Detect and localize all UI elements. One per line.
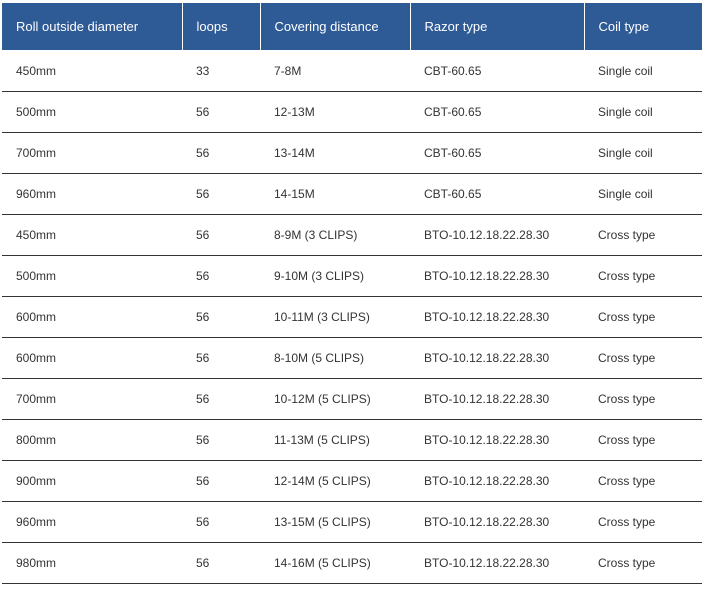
table-cell: 500mm — [2, 256, 182, 297]
table-cell: 33 — [182, 51, 260, 92]
table-cell: 450mm — [2, 51, 182, 92]
table-cell: 56 — [182, 256, 260, 297]
table-cell: BTO-10.12.18.22.28.30 — [410, 215, 584, 256]
table-cell: 800mm — [2, 420, 182, 461]
table-cell: 56 — [182, 461, 260, 502]
table-row: 960mm5614-15MCBT-60.65Single coil — [2, 174, 702, 215]
table-cell: Single coil — [584, 51, 702, 92]
table-cell: Cross type — [584, 543, 702, 584]
table-cell: 500mm — [2, 92, 182, 133]
table-cell: 600mm — [2, 297, 182, 338]
spec-table: Roll outside diameter loops Covering dis… — [2, 2, 702, 584]
table-cell: 980mm — [2, 543, 182, 584]
table-cell: Cross type — [584, 379, 702, 420]
table-cell: BTO-10.12.18.22.28.30 — [410, 297, 584, 338]
table-cell: CBT-60.65 — [410, 174, 584, 215]
table-cell: CBT-60.65 — [410, 133, 584, 174]
table-cell: BTO-10.12.18.22.28.30 — [410, 256, 584, 297]
table-row: 700mm5613-14MCBT-60.65Single coil — [2, 133, 702, 174]
table-cell: 10-11M (3 CLIPS) — [260, 297, 410, 338]
col-header-coil: Coil type — [584, 3, 702, 51]
table-cell: 9-10M (3 CLIPS) — [260, 256, 410, 297]
table-cell: 14-15M — [260, 174, 410, 215]
table-row: 450mm568-9M (3 CLIPS)BTO-10.12.18.22.28.… — [2, 215, 702, 256]
table-cell: 13-15M (5 CLIPS) — [260, 502, 410, 543]
table-cell: Single coil — [584, 174, 702, 215]
col-header-covering: Covering distance — [260, 3, 410, 51]
table-cell: BTO-10.12.18.22.28.30 — [410, 461, 584, 502]
col-header-razor: Razor type — [410, 3, 584, 51]
table-cell: 56 — [182, 420, 260, 461]
table-header-row: Roll outside diameter loops Covering dis… — [2, 3, 702, 51]
table-cell: 56 — [182, 379, 260, 420]
table-cell: 7-8M — [260, 51, 410, 92]
table-cell: BTO-10.12.18.22.28.30 — [410, 543, 584, 584]
table-cell: 10-12M (5 CLIPS) — [260, 379, 410, 420]
table-cell: 700mm — [2, 379, 182, 420]
table-cell: 14-16M (5 CLIPS) — [260, 543, 410, 584]
table-cell: 56 — [182, 133, 260, 174]
table-cell: BTO-10.12.18.22.28.30 — [410, 420, 584, 461]
table-cell: Cross type — [584, 215, 702, 256]
table-cell: 960mm — [2, 502, 182, 543]
table-cell: 600mm — [2, 338, 182, 379]
table-cell: 12-14M (5 CLIPS) — [260, 461, 410, 502]
table-cell: BTO-10.12.18.22.28.30 — [410, 338, 584, 379]
table-cell: 12-13M — [260, 92, 410, 133]
table-row: 980mm5614-16M (5 CLIPS)BTO-10.12.18.22.2… — [2, 543, 702, 584]
table-cell: 900mm — [2, 461, 182, 502]
table-cell: 56 — [182, 92, 260, 133]
table-cell: 8-10M (5 CLIPS) — [260, 338, 410, 379]
table-row: 500mm569-10M (3 CLIPS)BTO-10.12.18.22.28… — [2, 256, 702, 297]
table-cell: BTO-10.12.18.22.28.30 — [410, 379, 584, 420]
table-cell: 56 — [182, 215, 260, 256]
col-header-loops: loops — [182, 3, 260, 51]
table-cell: 56 — [182, 502, 260, 543]
table-row: 600mm568-10M (5 CLIPS)BTO-10.12.18.22.28… — [2, 338, 702, 379]
table-cell: 56 — [182, 543, 260, 584]
table-row: 450mm337-8MCBT-60.65Single coil — [2, 51, 702, 92]
table-cell: BTO-10.12.18.22.28.30 — [410, 502, 584, 543]
table-row: 900mm5612-14M (5 CLIPS)BTO-10.12.18.22.2… — [2, 461, 702, 502]
table-row: 700mm5610-12M (5 CLIPS)BTO-10.12.18.22.2… — [2, 379, 702, 420]
table-cell: Cross type — [584, 338, 702, 379]
table-row: 960mm5613-15M (5 CLIPS)BTO-10.12.18.22.2… — [2, 502, 702, 543]
table-row: 800mm5611-13M (5 CLIPS)BTO-10.12.18.22.2… — [2, 420, 702, 461]
table-cell: 960mm — [2, 174, 182, 215]
table-cell: 56 — [182, 338, 260, 379]
table-cell: Cross type — [584, 461, 702, 502]
table-cell: 8-9M (3 CLIPS) — [260, 215, 410, 256]
table-cell: 56 — [182, 297, 260, 338]
table-cell: Cross type — [584, 297, 702, 338]
table-cell: Single coil — [584, 92, 702, 133]
table-cell: 11-13M (5 CLIPS) — [260, 420, 410, 461]
table-body: 450mm337-8MCBT-60.65Single coil500mm5612… — [2, 51, 702, 584]
table-cell: Cross type — [584, 502, 702, 543]
table-cell: 56 — [182, 174, 260, 215]
table-cell: Single coil — [584, 133, 702, 174]
table-cell: CBT-60.65 — [410, 51, 584, 92]
table-cell: 13-14M — [260, 133, 410, 174]
table-cell: Cross type — [584, 256, 702, 297]
table-cell: Cross type — [584, 420, 702, 461]
table-row: 500mm5612-13MCBT-60.65Single coil — [2, 92, 702, 133]
table-cell: 700mm — [2, 133, 182, 174]
col-header-diameter: Roll outside diameter — [2, 3, 182, 51]
table-cell: CBT-60.65 — [410, 92, 584, 133]
table-cell: 450mm — [2, 215, 182, 256]
table-row: 600mm5610-11M (3 CLIPS)BTO-10.12.18.22.2… — [2, 297, 702, 338]
